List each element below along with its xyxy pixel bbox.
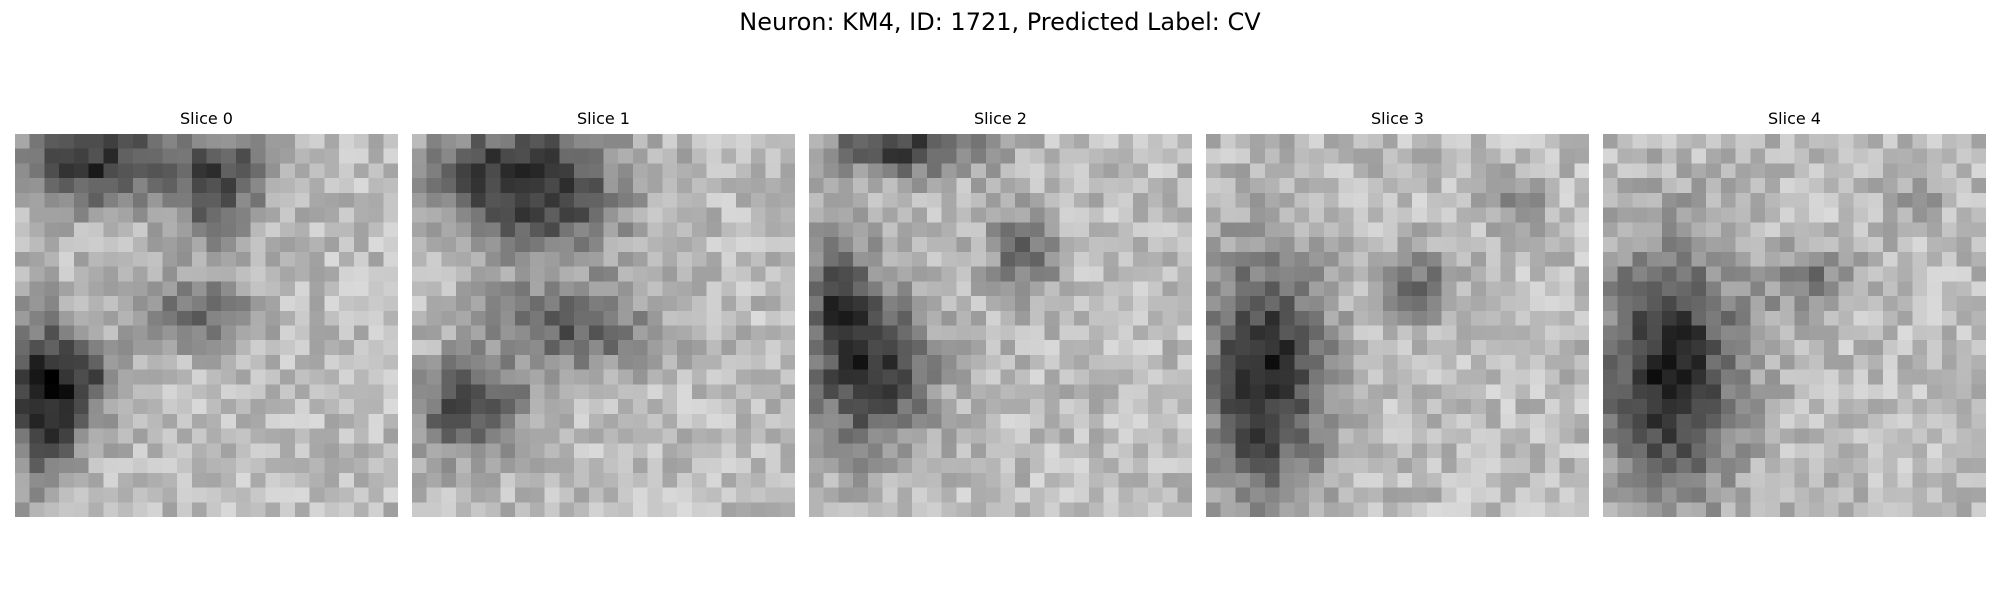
slice-image xyxy=(1206,134,1589,517)
slice-title: Slice 3 xyxy=(1371,109,1424,128)
slice-title: Slice 0 xyxy=(180,109,233,128)
slice-image xyxy=(1603,134,1986,517)
slice-image xyxy=(15,134,398,517)
slice-image xyxy=(809,134,1192,517)
slice-title: Slice 1 xyxy=(577,109,630,128)
figure-title: Neuron: KM4, ID: 1721, Predicted Label: … xyxy=(739,8,1261,36)
slice-title: Slice 2 xyxy=(974,109,1027,128)
slice-title: Slice 4 xyxy=(1768,109,1821,128)
slice-image xyxy=(412,134,795,517)
